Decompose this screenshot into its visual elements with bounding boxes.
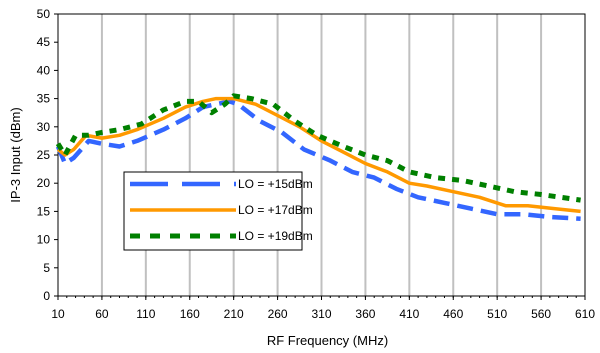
x-tick-label: 560 xyxy=(531,307,551,321)
series-line xyxy=(55,99,581,221)
y-tick-label: 15 xyxy=(37,204,51,218)
legend-label: LO = +17dBm xyxy=(238,203,313,217)
series-line xyxy=(55,93,581,203)
y-tick-label: 5 xyxy=(43,261,50,275)
y-tick-label: 35 xyxy=(37,92,51,106)
x-axis: 10 60 110 160 210 260 310 360 410 460 510 560 610 xyxy=(51,296,595,321)
gridlines xyxy=(100,14,543,296)
x-tick-label: 410 xyxy=(399,307,419,321)
y-tick-label: 20 xyxy=(37,176,51,190)
x-tick-label: 510 xyxy=(487,307,507,321)
x-tick-label: 460 xyxy=(443,307,463,321)
y-tick-label: 30 xyxy=(37,120,51,134)
y-tick-label: 0 xyxy=(43,289,50,303)
x-tick-label: 60 xyxy=(95,307,109,321)
x-tick-label: 110 xyxy=(136,307,155,321)
x-tick-label: 260 xyxy=(268,307,288,321)
x-axis-title: RF Frequency (MHz) xyxy=(267,333,388,348)
y-tick-label: 50 xyxy=(37,7,51,21)
y-axis-title: IP-3 Input (dBm) xyxy=(8,107,23,202)
x-tick-label: 360 xyxy=(355,307,375,321)
legend-label: LO = +15dBm xyxy=(238,177,313,191)
x-tick-label: 160 xyxy=(180,307,200,321)
y-tick-label: 40 xyxy=(37,63,51,77)
series-group xyxy=(55,93,581,221)
legend: LO = +15dBm LO = +17dBm LO = +19dBm xyxy=(123,171,313,251)
y-tick-label: 45 xyxy=(37,35,51,49)
x-tick-label: 610 xyxy=(575,307,595,321)
y-tick-label: 10 xyxy=(37,233,51,247)
x-tick-label: 310 xyxy=(311,307,331,321)
series-line xyxy=(56,96,581,214)
y-axis: 0 5 10 15 20 25 30 35 40 45 50 xyxy=(37,7,58,303)
x-tick-label: 10 xyxy=(51,307,65,321)
legend-label: LO = +19dBm xyxy=(238,229,313,243)
x-tick-label: 210 xyxy=(224,307,244,321)
y-tick-label: 25 xyxy=(37,148,51,162)
